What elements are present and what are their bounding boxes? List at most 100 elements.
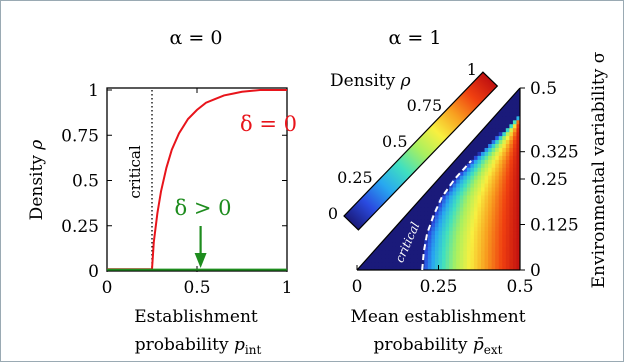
- heatmap-cell: [516, 163, 520, 168]
- heatmap-cell: [395, 266, 401, 270]
- heatmap-cell: [427, 214, 433, 220]
- heatmap-cell: [385, 242, 390, 247]
- heatmap-cell: [470, 258, 475, 263]
- heatmap-cell: [463, 198, 468, 204]
- heatmap-cell: [484, 139, 489, 144]
- heatmap-cell: [498, 159, 503, 164]
- heatmap-cell: [484, 135, 489, 141]
- heatmap-cell: [466, 171, 471, 176]
- heatmap-cell: [452, 214, 457, 220]
- heatmap-cell: [505, 159, 510, 164]
- heatmap-cell: [452, 262, 457, 267]
- heatmap-cell: [491, 179, 496, 184]
- heatmap-cell: [516, 151, 520, 156]
- heatmap-cell: [442, 226, 447, 232]
- heatmap-cell: [434, 214, 440, 220]
- heatmap-cell: [477, 210, 482, 216]
- right-x-tick-label: 0.5: [506, 277, 533, 297]
- heatmap-cell: [512, 147, 518, 152]
- heatmap-cell: [505, 179, 510, 184]
- heatmap-cell: [484, 155, 489, 160]
- heatmap-cell: [459, 155, 464, 160]
- heatmap-cell: [477, 198, 482, 204]
- heatmap-cell: [477, 218, 482, 224]
- heatmap-cell: [484, 163, 489, 168]
- heatmap-cell: [488, 155, 493, 160]
- heatmap-cell: [431, 262, 436, 267]
- heatmap-cell: [495, 171, 500, 176]
- heatmap-cell: [445, 258, 450, 263]
- heatmap-cell: [488, 206, 493, 212]
- heatmap-cell: [477, 182, 482, 188]
- heatmap-cell: [470, 230, 475, 235]
- heatmap-cell: [505, 103, 510, 109]
- heatmap-cell: [413, 222, 418, 228]
- heatmap-cell: [463, 230, 468, 235]
- heatmap-cell: [445, 230, 450, 235]
- heatmap-cell: [509, 167, 514, 172]
- heatmap-cell: [403, 258, 408, 263]
- heatmap-cell: [463, 186, 468, 192]
- heatmap-cell: [470, 226, 475, 232]
- heatmap-cell: [445, 206, 450, 212]
- heatmap-cell: [473, 210, 479, 216]
- heatmap-cell: [466, 202, 471, 208]
- heatmap-cell: [498, 171, 503, 176]
- heatmap-cell: [449, 206, 454, 212]
- heatmap-cell: [399, 262, 404, 267]
- heatmap-cell: [420, 202, 425, 208]
- heatmap-cell: [459, 171, 464, 176]
- heatmap-cell: [410, 262, 415, 267]
- heatmap-cell: [463, 238, 468, 243]
- left-series-group: [107, 89, 287, 271]
- heatmap-cell: [449, 167, 454, 172]
- heatmap-cell: [420, 222, 425, 228]
- heatmap-cell: [434, 234, 440, 239]
- heatmap-cell: [406, 218, 411, 224]
- heatmap-cell: [491, 182, 496, 188]
- heatmap-cell: [452, 266, 457, 270]
- heatmap-cell: [473, 175, 479, 180]
- heatmap-cell: [502, 135, 507, 141]
- heatmap-cell: [459, 242, 464, 247]
- heatmap-cell: [445, 198, 450, 204]
- heatmap-cell: [473, 198, 479, 204]
- right-x-tick-label: 0.25: [420, 277, 458, 297]
- heatmap-cell: [495, 186, 500, 192]
- heatmap-cell: [399, 266, 404, 270]
- heatmap-cell: [481, 131, 486, 137]
- heatmap-cell: [403, 250, 408, 255]
- heatmap-cell: [505, 186, 510, 192]
- heatmap-cell: [410, 246, 415, 251]
- heatmap-cell: [481, 179, 486, 184]
- heatmap-cell: [371, 258, 376, 263]
- heatmap-cell: [491, 214, 496, 220]
- heatmap-cell: [516, 127, 520, 133]
- heatmap-cell: [417, 230, 422, 235]
- heatmap-cell: [427, 190, 433, 196]
- heatmap-cell: [417, 218, 422, 224]
- heatmap-cell: [459, 163, 464, 168]
- heatmap-cell: [509, 163, 514, 168]
- heatmap-cell: [431, 226, 436, 232]
- heatmap-cell: [512, 139, 518, 144]
- heatmap-cell: [466, 266, 471, 270]
- heatmap-cell: [505, 155, 510, 160]
- heatmap-cell: [449, 242, 454, 247]
- heatmap-cell: [477, 139, 482, 144]
- heatmap-cell: [491, 230, 496, 235]
- heatmap-cell: [452, 190, 457, 196]
- left-panel: α = 0 0 0.5 100.250.50.751 critical δ = 0 …: [27, 27, 297, 357]
- heatmap-cell: [410, 218, 415, 224]
- heatmap-cell: [449, 171, 454, 176]
- heatmap-cell: [459, 190, 464, 196]
- heatmap-cell: [473, 258, 479, 263]
- heatmap-cell: [364, 262, 369, 267]
- heatmap-cell: [452, 254, 457, 259]
- heatmap-cell: [477, 159, 482, 164]
- heatmap-cell: [509, 250, 514, 255]
- heatmap-cell: [413, 254, 418, 259]
- heatmap-cell: [509, 234, 514, 239]
- heatmap-cell: [442, 198, 447, 204]
- heatmap-cell: [481, 159, 486, 164]
